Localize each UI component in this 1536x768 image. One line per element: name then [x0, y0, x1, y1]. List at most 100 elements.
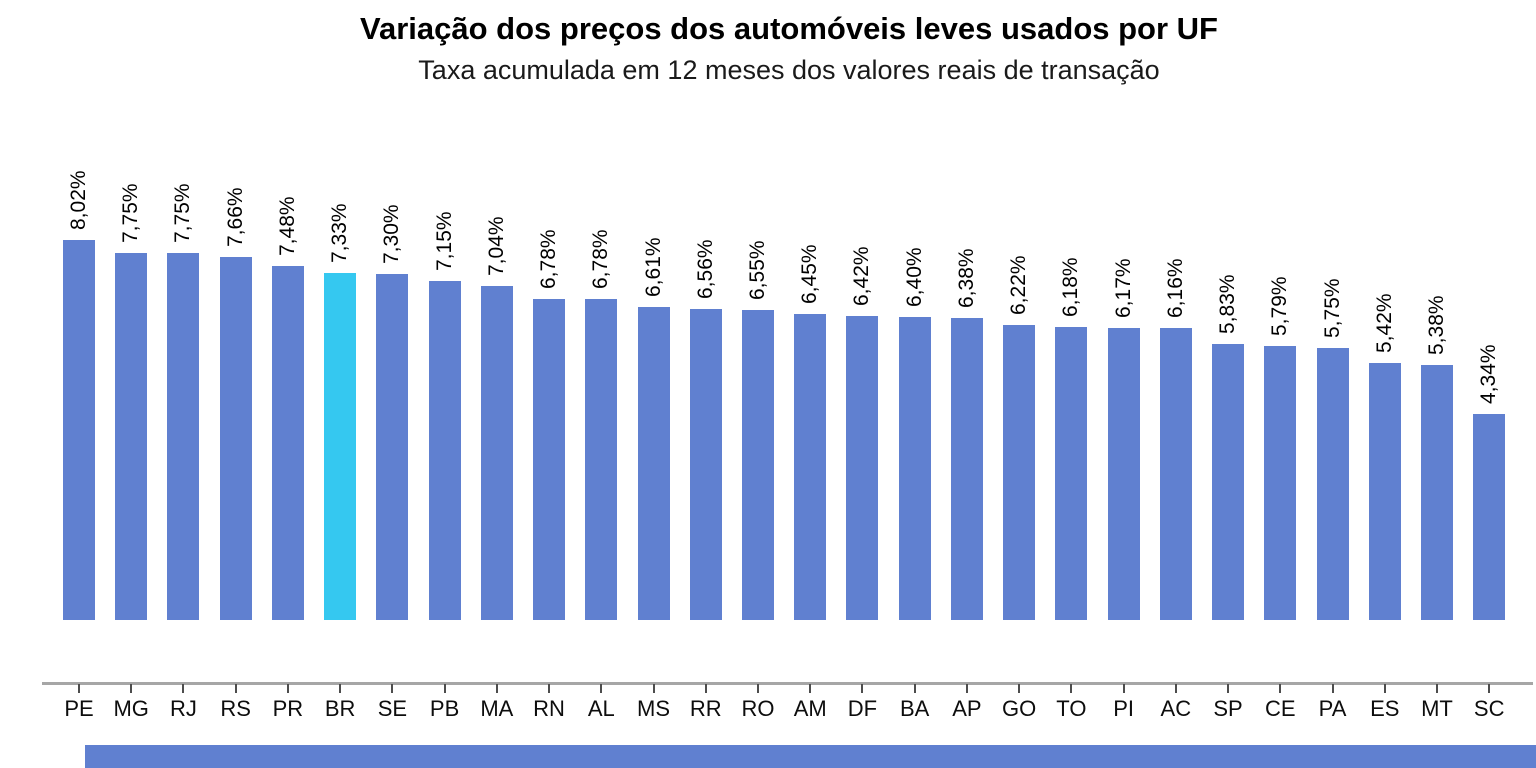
x-axis-label-BA: BA: [899, 696, 930, 721]
x-axis-label-AM: AM: [793, 696, 827, 721]
bar-value-label-ES: 5,42%: [1372, 293, 1396, 354]
bar-BR: [324, 272, 357, 620]
bar-value-label-RO: 6,55%: [745, 240, 769, 300]
bar-value-label-PE: 8,02%: [67, 170, 90, 230]
bar-GO: [1003, 325, 1036, 620]
bar-SC: [1473, 414, 1506, 620]
bar-value-label-CE: 5,79%: [1268, 276, 1292, 336]
x-axis-label-AL: AL: [587, 696, 615, 721]
bar-value-label-RR: 6,56%: [693, 239, 717, 300]
x-axis-tick-GO: [1018, 684, 1021, 693]
bar-value-label-MS: 6,61%: [641, 237, 665, 297]
x-axis-tick-RN: [548, 684, 551, 693]
x-axis-tick-SE: [391, 684, 394, 693]
bar-RN: [533, 298, 566, 620]
x-axis-tick-RJ: [182, 684, 185, 693]
chart-header: Variação dos preços dos automóveis leves…: [42, 10, 1536, 86]
x-axis-tick-RO: [756, 684, 759, 693]
x-axis-tick-PI: [1122, 684, 1125, 693]
x-axis-label-MS: MS: [637, 696, 671, 721]
bar-value-label-AL: 6,78%: [589, 229, 613, 289]
x-axis-label-CE: CE: [1265, 696, 1296, 721]
x-axis-label-MT: MT: [1421, 696, 1453, 721]
bar-SP: [1212, 343, 1245, 620]
bar-PB: [428, 281, 461, 620]
x-axis-tick-PE: [78, 684, 80, 693]
bar-PI: [1107, 327, 1140, 620]
x-axis-tick-MS: [652, 684, 655, 693]
x-axis-tick-RS: [234, 684, 237, 693]
chart-title: Variação dos preços dos automóveis leves…: [360, 11, 1218, 46]
x-axis-line: [42, 682, 1533, 685]
x-axis-label-PA: PA: [1318, 696, 1347, 721]
x-axis-tick-DF: [861, 684, 864, 693]
bar-TO: [1055, 327, 1088, 620]
x-axis-label-SP: SP: [1213, 696, 1243, 721]
x-axis-label-AC: AC: [1160, 696, 1192, 721]
bar-value-label-DF: 6,42%: [850, 246, 874, 306]
x-axis-tick-AC: [1174, 684, 1177, 693]
x-axis-label-DF: DF: [847, 696, 878, 721]
bar-value-label-AP: 6,38%: [954, 248, 978, 308]
x-axis-label-BR: BR: [324, 696, 356, 721]
x-axis-label-PE: PE: [64, 696, 94, 721]
x-axis-tick-RR: [704, 684, 707, 693]
bar-ES: [1368, 363, 1401, 620]
bar-PR: [271, 265, 304, 620]
bar-value-label-TO: 6,18%: [1059, 257, 1083, 318]
x-axis-label-RJ: RJ: [170, 696, 197, 721]
x-axis-tick-ES: [1383, 684, 1386, 693]
x-axis-label-PI: PI: [1113, 696, 1134, 721]
bar-RJ: [167, 252, 200, 620]
bar-value-label-PA: 5,75%: [1320, 278, 1344, 338]
x-axis-tick-AL: [600, 684, 603, 693]
bar-value-label-PR: 7,48%: [275, 196, 299, 256]
x-axis-tick-PR: [286, 684, 289, 693]
x-axis-tick-PB: [443, 684, 446, 693]
bar-AP: [950, 317, 983, 620]
x-axis-tick-MG: [130, 684, 133, 693]
bar-CE: [1264, 345, 1297, 620]
bar-value-label-SE: 7,30%: [380, 204, 404, 265]
x-axis-tick-SC: [1488, 684, 1491, 693]
bar-value-label-GO: 6,22%: [1007, 255, 1031, 316]
x-axis-tick-BA: [913, 684, 916, 693]
bar-RR: [689, 309, 722, 620]
bar-value-label-SC: 4,34%: [1477, 344, 1501, 405]
x-axis-tick-CE: [1279, 684, 1282, 693]
bar-DF: [846, 315, 879, 620]
bar-value-label-RJ: 7,75%: [171, 183, 195, 243]
bar-PA: [1316, 347, 1349, 620]
x-axis-label-ES: ES: [1370, 696, 1400, 721]
bar-BA: [898, 316, 931, 620]
bar-value-label-MT: 5,38%: [1424, 295, 1448, 356]
x-axis-tick-BR: [339, 684, 342, 693]
bar-MT: [1420, 365, 1453, 620]
bar-AL: [585, 298, 618, 620]
bar-value-label-PB: 7,15%: [432, 211, 456, 272]
bar-SE: [376, 274, 409, 620]
x-axis-label-MG: MG: [113, 696, 149, 721]
bar-RS: [219, 257, 252, 620]
x-axis-tick-SP: [1227, 684, 1230, 693]
bar-PE: [63, 240, 95, 620]
bar-value-label-AM: 6,45%: [798, 244, 822, 305]
x-axis-label-PR: PR: [272, 696, 304, 721]
bar-AM: [794, 314, 827, 620]
x-axis-label-AP: AP: [952, 696, 982, 721]
chart-subtitle: Taxa acumulada em 12 meses dos valores r…: [418, 55, 1160, 85]
bar-value-label-SP: 5,83%: [1216, 274, 1240, 334]
bottom-bar: [85, 745, 1536, 768]
bar-MG: [115, 252, 148, 620]
x-axis-tick-AP: [965, 684, 968, 693]
x-axis-label-PB: PB: [429, 696, 460, 721]
x-axis-label-GO: GO: [1002, 696, 1037, 721]
bar-value-label-AC: 6,16%: [1163, 258, 1187, 319]
x-axis-tick-MT: [1435, 684, 1438, 693]
x-axis-label-SC: SC: [1473, 696, 1505, 721]
x-axis-tick-TO: [1070, 684, 1073, 693]
bar-MS: [637, 306, 670, 620]
bar-value-label-MG: 7,75%: [119, 183, 143, 243]
x-axis-tick-MA: [495, 684, 498, 693]
x-axis-label-RS: RS: [220, 696, 251, 721]
